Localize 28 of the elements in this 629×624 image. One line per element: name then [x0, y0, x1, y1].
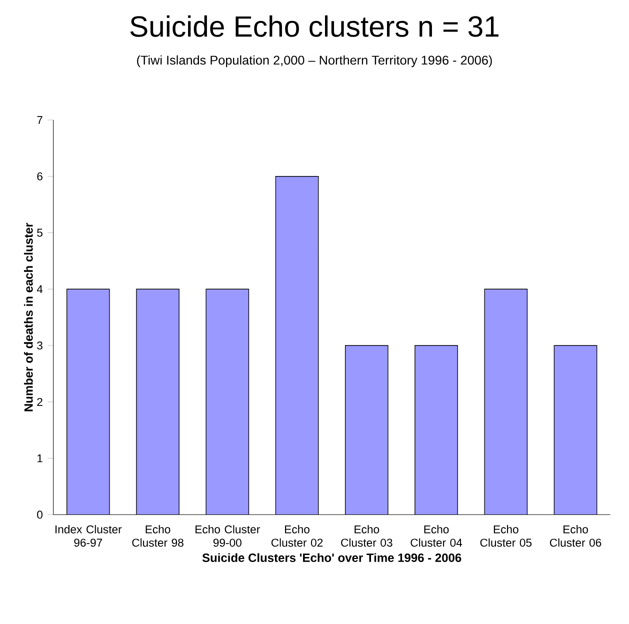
- bar: [484, 288, 528, 515]
- y-tick-label: 0: [37, 510, 42, 519]
- x-tick-label: Index Cluster 96-97: [55, 525, 122, 547]
- y-tick-label: 1: [37, 454, 42, 462]
- x-tick-label: Echo Cluster 03: [341, 525, 392, 547]
- bar: [344, 345, 388, 515]
- chart-title: Suicide Echo clusters n = 31: [130, 15, 498, 37]
- y-tick-label: 3: [37, 342, 42, 350]
- y-tick-label: 4: [36, 285, 43, 294]
- x-tick-label: Echo Cluster 98: [132, 525, 184, 547]
- y-tick-label: 5: [37, 228, 42, 237]
- bar: [66, 288, 110, 515]
- x-tick-label: Echo Cluster 04: [410, 525, 462, 547]
- y-tick-label: 7: [37, 116, 42, 124]
- x-tick-label: Echo Cluster 02: [271, 525, 323, 547]
- y-tick-label: 2: [37, 398, 42, 406]
- x-tick-label: Echo Cluster 06: [550, 525, 602, 547]
- y-axis-title: Number of deaths in each cluster: [24, 222, 33, 412]
- bar: [554, 345, 598, 515]
- x-axis-title: Suicide Clusters 'Echo' over Time 1996 - 2006: [202, 553, 462, 562]
- bar: [414, 345, 458, 515]
- bar: [206, 288, 250, 515]
- x-tick-label: Echo Cluster 99-00: [196, 525, 260, 547]
- bar: [275, 176, 319, 515]
- bar: [136, 288, 180, 515]
- chart-subtitle: (Tiwi Islands Population 2,000 – Northern Territory 1996 - 2006): [137, 55, 492, 68]
- x-tick-label: Echo Cluster 05: [480, 525, 532, 547]
- y-tick-label: 6: [37, 172, 42, 180]
